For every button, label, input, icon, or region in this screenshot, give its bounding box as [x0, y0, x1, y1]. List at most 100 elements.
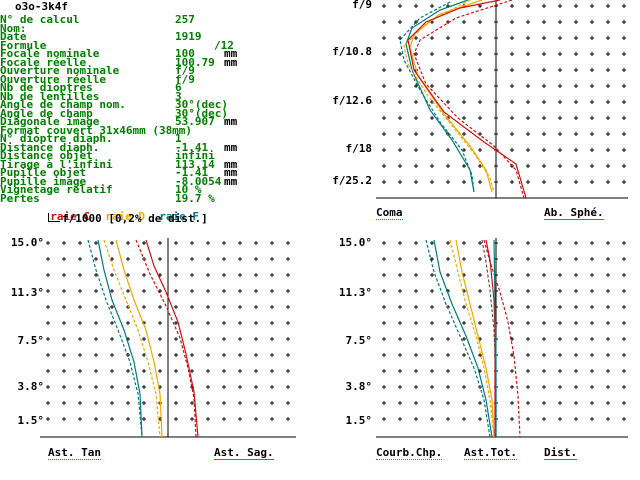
scale-bar-icon [48, 213, 60, 222]
param-value: 10 % [175, 183, 202, 196]
param-value: 257 [175, 13, 195, 26]
param-value: infini [175, 149, 215, 162]
param-label: Vignetage relatif [0, 183, 113, 196]
coma-c-solid [407, 0, 527, 199]
field-d-solid [455, 239, 495, 438]
coma-f-solid [405, 0, 475, 193]
param-label: Formule [0, 38, 47, 52]
astig-tick-label: 3.8° [18, 380, 45, 393]
astig-d-sag [103, 239, 161, 438]
param-value: /12 [214, 38, 234, 52]
coma-d-dashed [403, 0, 495, 193]
field-tick-label: 11.3° [339, 286, 372, 299]
param-unit: mm [224, 157, 238, 171]
astig-tick-label: 1.5° [18, 414, 45, 427]
field-tick-label: 3.8° [346, 380, 373, 393]
astig-c-sag [135, 239, 197, 438]
param-unit: mm [224, 140, 238, 154]
param-label: Format couvert 31x46mm (38mm) [0, 123, 193, 137]
distortion-label[interactable]: Dist. [544, 446, 578, 460]
coma-d-solid [409, 0, 493, 193]
astig-grid [46, 241, 290, 421]
param-value: 53.907 [175, 115, 215, 128]
field-tick-label: 1.5° [346, 414, 373, 427]
param-label: Ouverture nominale [0, 64, 120, 77]
legend-raie-f: raie F [146, 197, 199, 223]
param-unit: mm [224, 47, 238, 60]
param-label: Tirage à l'infini [0, 157, 113, 171]
window-title: o3o-3k4f [15, 0, 68, 13]
astig-d-tan [115, 239, 163, 438]
param-value: 1919 [175, 30, 202, 43]
param-label: Distance objet [0, 149, 93, 162]
param-value: 1 [175, 132, 182, 145]
astig-f-tan [97, 239, 143, 438]
spherical-aberration-label[interactable]: Ab. Sphé. [544, 206, 604, 220]
param-unit: mm [224, 55, 238, 69]
field-tick-label: 15.0° [339, 236, 372, 249]
coma-label[interactable]: Coma [376, 206, 403, 220]
param-value: -1.41 [175, 140, 209, 154]
param-unit: mm [224, 115, 238, 128]
field-c-dashed [483, 239, 521, 438]
total-astig-label[interactable]: Ast.Tot. [464, 446, 517, 460]
legend-raie-c: raie C [37, 197, 90, 223]
param-label: Pupille image [0, 174, 87, 188]
field-total-astig [493, 239, 497, 437]
param-label: N° de calcul [0, 13, 80, 26]
param-label: Diagonale image [0, 115, 100, 128]
param-unit: mm [224, 174, 238, 188]
astig-tick-label: 7.5° [18, 334, 45, 347]
param-label: Nom: [0, 21, 27, 35]
param-label: Angle de champ nom. [0, 98, 126, 111]
param-value: 30°(dec) [175, 106, 228, 120]
legend-c-label: raie C [50, 210, 90, 223]
param-value: 30°(dec) [175, 98, 228, 111]
coma-c-dashed [413, 0, 525, 199]
param-label: Focale réelle [0, 55, 87, 69]
field-f-solid [433, 239, 493, 438]
astig-f-sag [87, 239, 143, 438]
param-value: 113.14 [175, 157, 215, 171]
aperture-tick-label: f/25.2 [332, 174, 372, 187]
param-label: Nb de dioptres [0, 81, 93, 94]
legend-f-label: raie F [159, 210, 199, 223]
param-value: 100.79 [175, 55, 215, 69]
param-label: Date [0, 30, 27, 43]
legend-raie-d: raie D [92, 197, 145, 223]
param-value: f/9 [175, 64, 195, 77]
param-value: 6 [175, 81, 182, 94]
astig-c-tan [145, 239, 199, 438]
astig-tick-label: 11.3° [11, 286, 44, 299]
field-tick-label: 7.5° [346, 334, 373, 347]
astig-tan-label[interactable]: Ast. Tan [48, 446, 101, 460]
aperture-tick-label: f/12.6 [332, 94, 372, 107]
param-label: Ouverture réelle [0, 72, 106, 86]
field-curvature-label[interactable]: Courb.Chp. [376, 446, 443, 460]
param-label: Distance diaph. [0, 140, 100, 154]
astig-sag-label[interactable]: Ast. Sag. [214, 446, 274, 460]
param-unit: mm [224, 166, 238, 179]
aperture-tick-label: f/9 [352, 0, 372, 11]
param-value: 19.7 % [175, 191, 215, 205]
param-label: N° dioptre diaph. [0, 132, 113, 145]
param-value: -8.0054 [175, 174, 222, 188]
legend-d-label: raie D [105, 210, 145, 223]
param-value: -1.41 [175, 166, 209, 179]
param-value: 3 [175, 89, 182, 103]
param-label: Pupille objet [0, 166, 87, 179]
param-value: f/9 [175, 72, 195, 86]
field-f-dashed [425, 239, 491, 438]
param-label: Nb de lentilles [0, 89, 100, 103]
scale-label: f/1000 [0,2% de dist.] [62, 212, 208, 225]
aperture-tick-label: f/10.8 [332, 45, 372, 58]
param-label: Angle de champ [0, 106, 93, 120]
aperture-tick-label: f/18 [346, 142, 373, 155]
field-grid [382, 241, 626, 421]
astig-tick-label: 15.0° [11, 236, 44, 249]
param-value: 100 [175, 47, 195, 60]
param-label: Focale nominale [0, 47, 100, 60]
param-label: Pertes [0, 191, 40, 205]
field-d-dashed [449, 239, 495, 438]
